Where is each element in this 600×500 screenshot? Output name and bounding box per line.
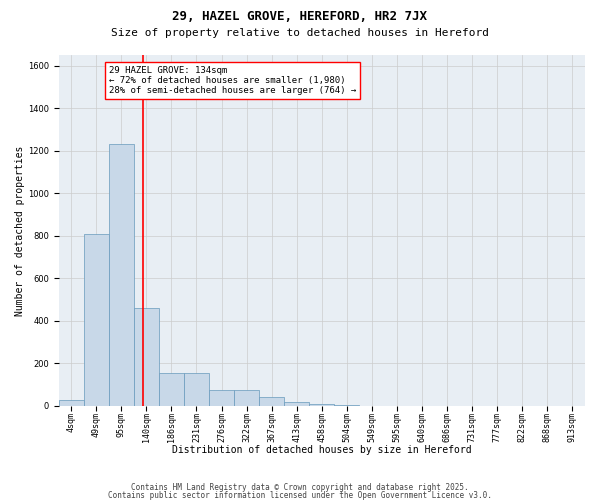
- Text: Size of property relative to detached houses in Hereford: Size of property relative to detached ho…: [111, 28, 489, 38]
- Y-axis label: Number of detached properties: Number of detached properties: [15, 146, 25, 316]
- Text: Contains public sector information licensed under the Open Government Licence v3: Contains public sector information licen…: [108, 491, 492, 500]
- Bar: [59, 400, 83, 406]
- Bar: [184, 373, 209, 406]
- Bar: [259, 398, 284, 406]
- Bar: [134, 308, 159, 406]
- Bar: [234, 390, 259, 406]
- Bar: [334, 405, 359, 406]
- Text: 29, HAZEL GROVE, HEREFORD, HR2 7JX: 29, HAZEL GROVE, HEREFORD, HR2 7JX: [173, 10, 427, 23]
- Text: 29 HAZEL GROVE: 134sqm
← 72% of detached houses are smaller (1,980)
28% of semi-: 29 HAZEL GROVE: 134sqm ← 72% of detached…: [109, 66, 356, 96]
- Bar: [159, 373, 184, 406]
- Bar: [284, 402, 309, 406]
- Bar: [209, 390, 234, 406]
- Text: Contains HM Land Registry data © Crown copyright and database right 2025.: Contains HM Land Registry data © Crown c…: [131, 484, 469, 492]
- Bar: [109, 144, 134, 406]
- Bar: [309, 404, 334, 406]
- X-axis label: Distribution of detached houses by size in Hereford: Distribution of detached houses by size …: [172, 445, 472, 455]
- Bar: [83, 234, 109, 406]
